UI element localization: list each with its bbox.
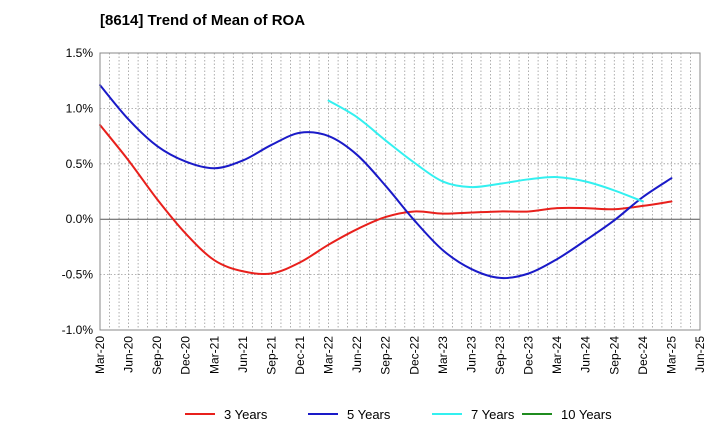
x-tick-label: Mar-24	[550, 336, 564, 374]
x-tick-label: Jun-24	[579, 336, 593, 373]
x-tick-label: Jun-20	[122, 336, 136, 373]
legend-label-10-years: 10 Years	[561, 407, 612, 422]
x-tick-label: Mar-25	[664, 336, 678, 374]
x-tick-label: Jun-22	[350, 336, 364, 373]
y-tick-label: 0.0%	[66, 212, 94, 226]
x-axis-ticks: Mar-20 Jun-20 Sep-20 Dec-20 Mar-21 Jun-21 Sep-…	[93, 336, 707, 375]
x-tick-label: Mar-20	[93, 336, 107, 374]
legend-label-5-years: 5 Years	[347, 407, 391, 422]
x-tick-label: Sep-24	[607, 336, 621, 375]
y-tick-label: -0.5%	[62, 268, 94, 282]
chart-title: [8614] Trend of Mean of ROA	[100, 12, 305, 29]
x-tick-label: Jun-21	[236, 336, 250, 373]
legend-label-7-years: 7 Years	[471, 407, 515, 422]
x-tick-label: Sep-20	[150, 336, 164, 375]
series-line-5-years	[99, 84, 673, 280]
x-tick-label: Dec-22	[407, 336, 421, 375]
series-line-3-years	[99, 124, 673, 276]
grid-lines	[100, 52, 700, 331]
x-tick-label: Dec-23	[522, 336, 536, 375]
plot-border	[99, 52, 701, 331]
x-tick-label: Mar-23	[436, 336, 450, 374]
series-lines	[99, 84, 673, 280]
series-line-7-years	[327, 99, 644, 203]
x-tick-label: Sep-21	[264, 336, 278, 375]
x-tick-label: Jun-25	[693, 336, 707, 373]
legend-label-3-years: 3 Years	[224, 407, 268, 422]
x-tick-label: Sep-22	[379, 336, 393, 375]
y-tick-label: -1.0%	[62, 323, 94, 337]
y-axis-ticks: 1.5% 1.0% 0.5% 0.0% -0.5% -1.0%	[62, 46, 94, 337]
legend: 3 Years 5 Years 7 Years 10 Years	[185, 407, 612, 422]
x-tick-label: Dec-20	[179, 336, 193, 375]
x-tick-label: Sep-23	[493, 336, 507, 375]
y-tick-label: 1.5%	[66, 46, 94, 60]
x-tick-label: Mar-22	[322, 336, 336, 374]
x-tick-label: Dec-21	[293, 336, 307, 375]
x-tick-label: Jun-23	[464, 336, 478, 373]
x-tick-label: Mar-21	[207, 336, 221, 374]
x-tick-label: Dec-24	[636, 336, 650, 375]
y-tick-label: 1.0%	[66, 101, 94, 115]
y-tick-label: 0.5%	[66, 157, 94, 171]
